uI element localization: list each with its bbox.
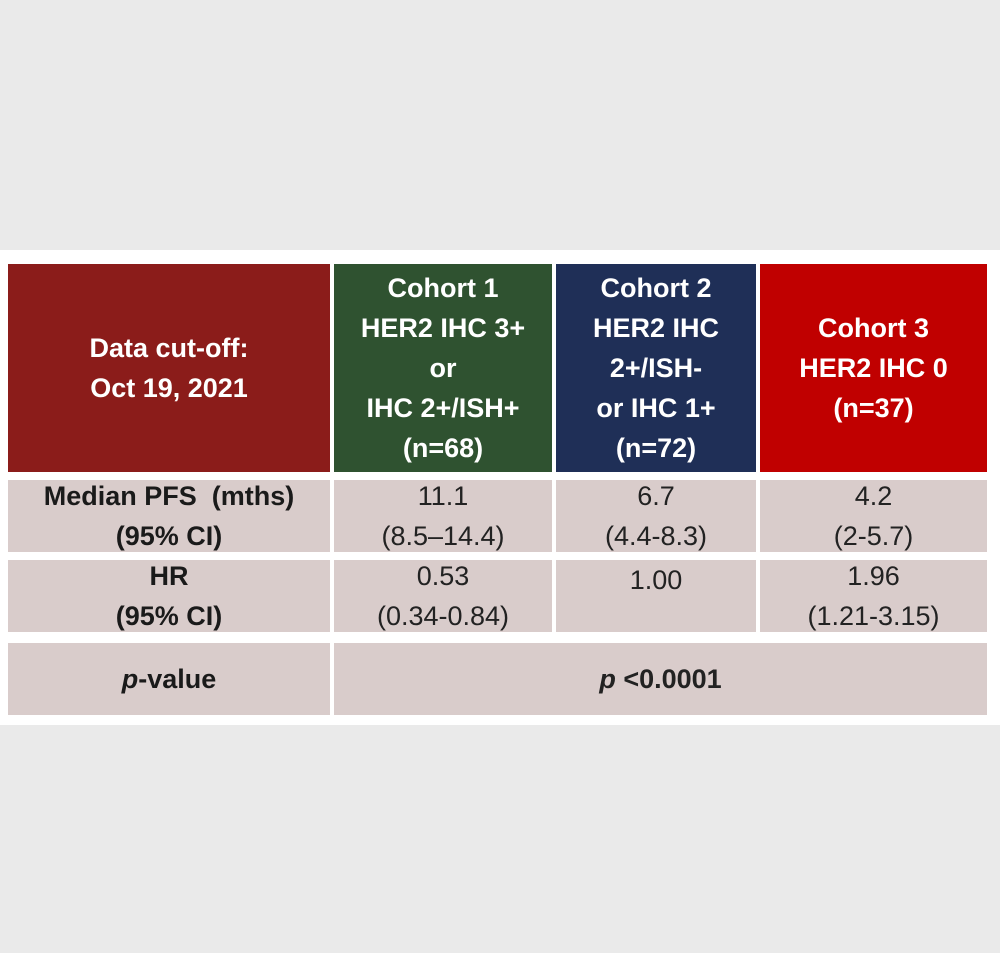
header-cutoff-cell: Data cut-off: Oct 19, 2021 xyxy=(8,264,330,472)
results-table: Data cut-off: Oct 19, 2021 Cohort 1 HER2… xyxy=(0,250,1000,725)
cohort-1-line-5: (n=68) xyxy=(402,433,484,463)
pfs-cohort-3: 4.2 (2-5.7) xyxy=(760,480,987,552)
header-cohort-3: Cohort 3 HER2 IHC 0 (n=37) xyxy=(760,264,987,472)
pfs-label-line-2: (95% CI) xyxy=(115,521,223,551)
cohort-2-line-3: 2+/ISH- xyxy=(609,353,703,383)
row-label-p-value: p-value xyxy=(8,643,330,715)
header-cohort-1: Cohort 1 HER2 IHC 3+ or IHC 2+/ISH+ (n=6… xyxy=(334,264,552,472)
cohort-2-line-1: Cohort 2 xyxy=(600,273,712,303)
hr-cohort-1: 0.53 (0.34-0.84) xyxy=(334,560,552,632)
hr-cohort-2: 1.00 xyxy=(556,560,756,632)
pfs-label-line-1: Median PFS (mths) xyxy=(43,481,295,511)
cohort-1-line-4: IHC 2+/ISH+ xyxy=(366,393,520,423)
pfs-cohort-1: 11.1 (8.5–14.4) xyxy=(334,480,552,552)
hr-cohort-3-ci: (1.21-3.15) xyxy=(807,601,940,631)
row-label-median-pfs: Median PFS (mths) (95% CI) xyxy=(8,480,330,552)
pfs-cohort-3-value: 4.2 xyxy=(854,481,893,511)
cohort-3-line-2: HER2 IHC 0 xyxy=(799,353,948,383)
pfs-cohort-1-value: 11.1 xyxy=(417,481,469,511)
hr-cohort-1-ci: (0.34-0.84) xyxy=(376,601,510,631)
cohort-1-line-1: Cohort 1 xyxy=(387,273,499,303)
cohort-2-line-2: HER2 IHC xyxy=(592,313,720,343)
pfs-cohort-1-ci: (8.5–14.4) xyxy=(381,521,505,551)
p-value-label-italic: p xyxy=(121,664,139,694)
cutoff-line-1: Data cut-off: xyxy=(89,333,249,363)
pfs-cohort-3-ci: (2-5.7) xyxy=(833,521,914,551)
hr-label-line-1: HR xyxy=(149,561,189,591)
hr-label-line-2: (95% CI) xyxy=(115,601,223,631)
cohort-1-line-2: HER2 IHC 3+ xyxy=(360,313,526,343)
p-value-italic: p xyxy=(599,664,616,694)
row-label-hr: HR (95% CI) xyxy=(8,560,330,632)
p-value-rest: <0.0001 xyxy=(615,664,722,694)
p-value-label-rest: -value xyxy=(138,664,217,694)
hr-cohort-1-value: 0.53 xyxy=(416,561,470,591)
hr-cohort-2-value: 1.00 xyxy=(629,565,683,595)
p-value-cell: p <0.0001 xyxy=(334,643,987,715)
pfs-cohort-2: 6.7 (4.4-8.3) xyxy=(556,480,756,552)
cohort-3-line-1: Cohort 3 xyxy=(818,313,929,343)
hr-cohort-3: 1.96 (1.21-3.15) xyxy=(760,560,987,632)
p-value-label: p-value xyxy=(122,659,217,699)
cutoff-line-2: Oct 19, 2021 xyxy=(90,373,248,403)
header-cohort-2: Cohort 2 HER2 IHC 2+/ISH- or IHC 1+ (n=7… xyxy=(556,264,756,472)
p-value-text: p <0.0001 xyxy=(599,659,721,699)
hr-cohort-3-value: 1.96 xyxy=(847,561,900,591)
pfs-cohort-2-ci: (4.4-8.3) xyxy=(604,521,708,551)
cohort-1-line-3: or xyxy=(429,353,457,383)
cohort-3-line-3: (n=37) xyxy=(833,393,914,423)
pfs-cohort-2-value: 6.7 xyxy=(637,481,675,511)
cohort-2-line-4: or IHC 1+ xyxy=(596,393,716,423)
cohort-2-line-5: (n=72) xyxy=(615,433,697,463)
